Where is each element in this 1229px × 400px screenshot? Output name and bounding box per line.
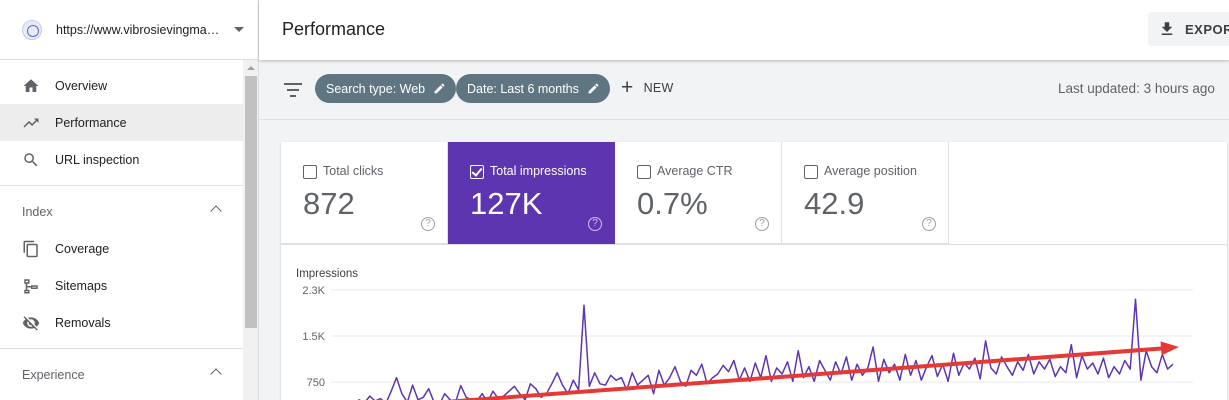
home-icon — [23, 78, 39, 92]
chevron-up-icon[interactable] — [210, 368, 222, 380]
new-label: NEW — [643, 81, 674, 95]
property-selector[interactable]: https://www.vibrosievingmachine.com/ — [0, 0, 258, 60]
plus-icon: + — [621, 76, 634, 99]
sidebar-item-label: URL inspection — [55, 152, 140, 167]
sidebar-item-url-inspection[interactable]: URL inspection — [0, 141, 243, 178]
metric-checkbox[interactable] — [303, 165, 317, 179]
date-range-chip[interactable]: Date: Last 6 months — [456, 74, 610, 103]
page-header: Performance EXPORT — [259, 0, 1229, 60]
edit-pencil-icon[interactable] — [587, 82, 600, 95]
help-icon[interactable]: ? — [922, 217, 936, 231]
metric-spacer — [949, 142, 1227, 244]
metric-label: Average position — [824, 164, 917, 178]
sidebar-item-label: Removals — [55, 315, 111, 330]
sidebar-item-performance[interactable]: Performance — [0, 104, 243, 141]
section-experience[interactable]: Experience — [0, 356, 243, 393]
sidebar: https://www.vibrosievingmachine.com/ Ove… — [0, 0, 259, 400]
metric-average-ctr[interactable]: Average CTR 0.7% ? — [615, 142, 782, 244]
chevron-up-icon[interactable] — [210, 205, 222, 217]
coverage-icon — [23, 240, 38, 257]
metric-value: 42.9 — [804, 186, 865, 221]
section-index[interactable]: Index — [0, 193, 243, 230]
y-tick-label: 1.5K — [302, 331, 325, 343]
chip-label: Search type: Web — [326, 81, 426, 96]
sidebar-item-label: Overview — [55, 78, 108, 93]
sidebar-item-coverage[interactable]: Coverage — [0, 230, 243, 267]
search-icon — [24, 152, 38, 166]
last-updated-text: Last updated: 3 hours ago — [1058, 81, 1215, 96]
sidebar-scroll-thumb[interactable] — [245, 76, 257, 328]
metric-checkbox[interactable] — [804, 165, 818, 179]
metric-checkbox[interactable] — [637, 165, 651, 179]
page-title: Performance — [282, 19, 386, 39]
sidebar-divider — [0, 348, 243, 349]
search-type-chip[interactable]: Search type: Web — [315, 74, 457, 103]
property-url: https://www.vibrosievingmachine.com/ — [56, 22, 222, 37]
sidebar-item-removals[interactable]: Removals — [0, 304, 243, 341]
metric-value: 127K — [470, 186, 543, 221]
metric-value: 872 — [303, 186, 355, 221]
help-icon[interactable]: ? — [755, 217, 769, 231]
section-label: Index — [22, 204, 53, 219]
download-icon — [1161, 22, 1173, 35]
trend-arrow-shaft — [444, 346, 1167, 400]
filter-list-icon[interactable] — [284, 81, 302, 97]
metric-label: Average CTR — [657, 164, 733, 178]
metric-average-position[interactable]: Average position 42.9 ? — [782, 142, 949, 244]
help-icon[interactable]: ? — [421, 217, 435, 231]
metric-total-clicks[interactable]: Total clicks 872 ? — [281, 142, 448, 244]
chart-y-title: Impressions — [296, 268, 358, 280]
help-icon[interactable]: ? — [588, 217, 602, 231]
chart-svg: 2.3K 1.5K 750 — [302, 285, 1193, 400]
y-tick-label: 2.3K — [302, 285, 325, 297]
sidebar-item-label: Coverage — [55, 241, 110, 256]
scroll-up-arrow-icon[interactable] — [247, 66, 255, 70]
performance-card: Total clicks 872 ? Total impressions 127… — [281, 142, 1227, 400]
metric-label: Total clicks — [323, 164, 384, 178]
chip-label: Date: Last 6 months — [467, 81, 579, 96]
filter-bar: Search type: Web Date: Last 6 months + N… — [259, 60, 1229, 120]
sidebar-item-label: Sitemaps — [55, 278, 108, 293]
y-tick-label: 750 — [307, 377, 325, 389]
trend-arrow-head — [1160, 341, 1179, 356]
sitemap-icon — [24, 278, 38, 293]
metric-checkbox[interactable] — [470, 165, 484, 179]
globe-icon — [22, 19, 42, 40]
sidebar-item-overview[interactable]: Overview — [0, 67, 243, 104]
impressions-chart: Impressions 2.3K 1.5K 750 — [281, 244, 1227, 400]
sidebar-item-sitemaps[interactable]: Sitemaps — [0, 267, 243, 304]
sidebar-item-label: Performance — [55, 115, 127, 130]
trending-up-icon — [23, 118, 39, 127]
eye-off-icon — [22, 315, 40, 330]
sidebar-divider — [0, 185, 243, 186]
export-button[interactable]: EXPORT — [1148, 12, 1229, 46]
metric-total-impressions[interactable]: Total impressions 127K ? — [448, 142, 615, 244]
section-label: Experience — [22, 367, 85, 382]
caret-down-icon[interactable] — [234, 27, 244, 32]
impressions-series-line — [357, 298, 1174, 400]
new-filter-button[interactable]: + NEW — [621, 76, 674, 99]
metric-value: 0.7% — [637, 186, 708, 221]
edit-pencil-icon[interactable] — [433, 82, 446, 95]
export-label: EXPORT — [1185, 21, 1229, 37]
metric-label: Total impressions — [490, 164, 587, 178]
